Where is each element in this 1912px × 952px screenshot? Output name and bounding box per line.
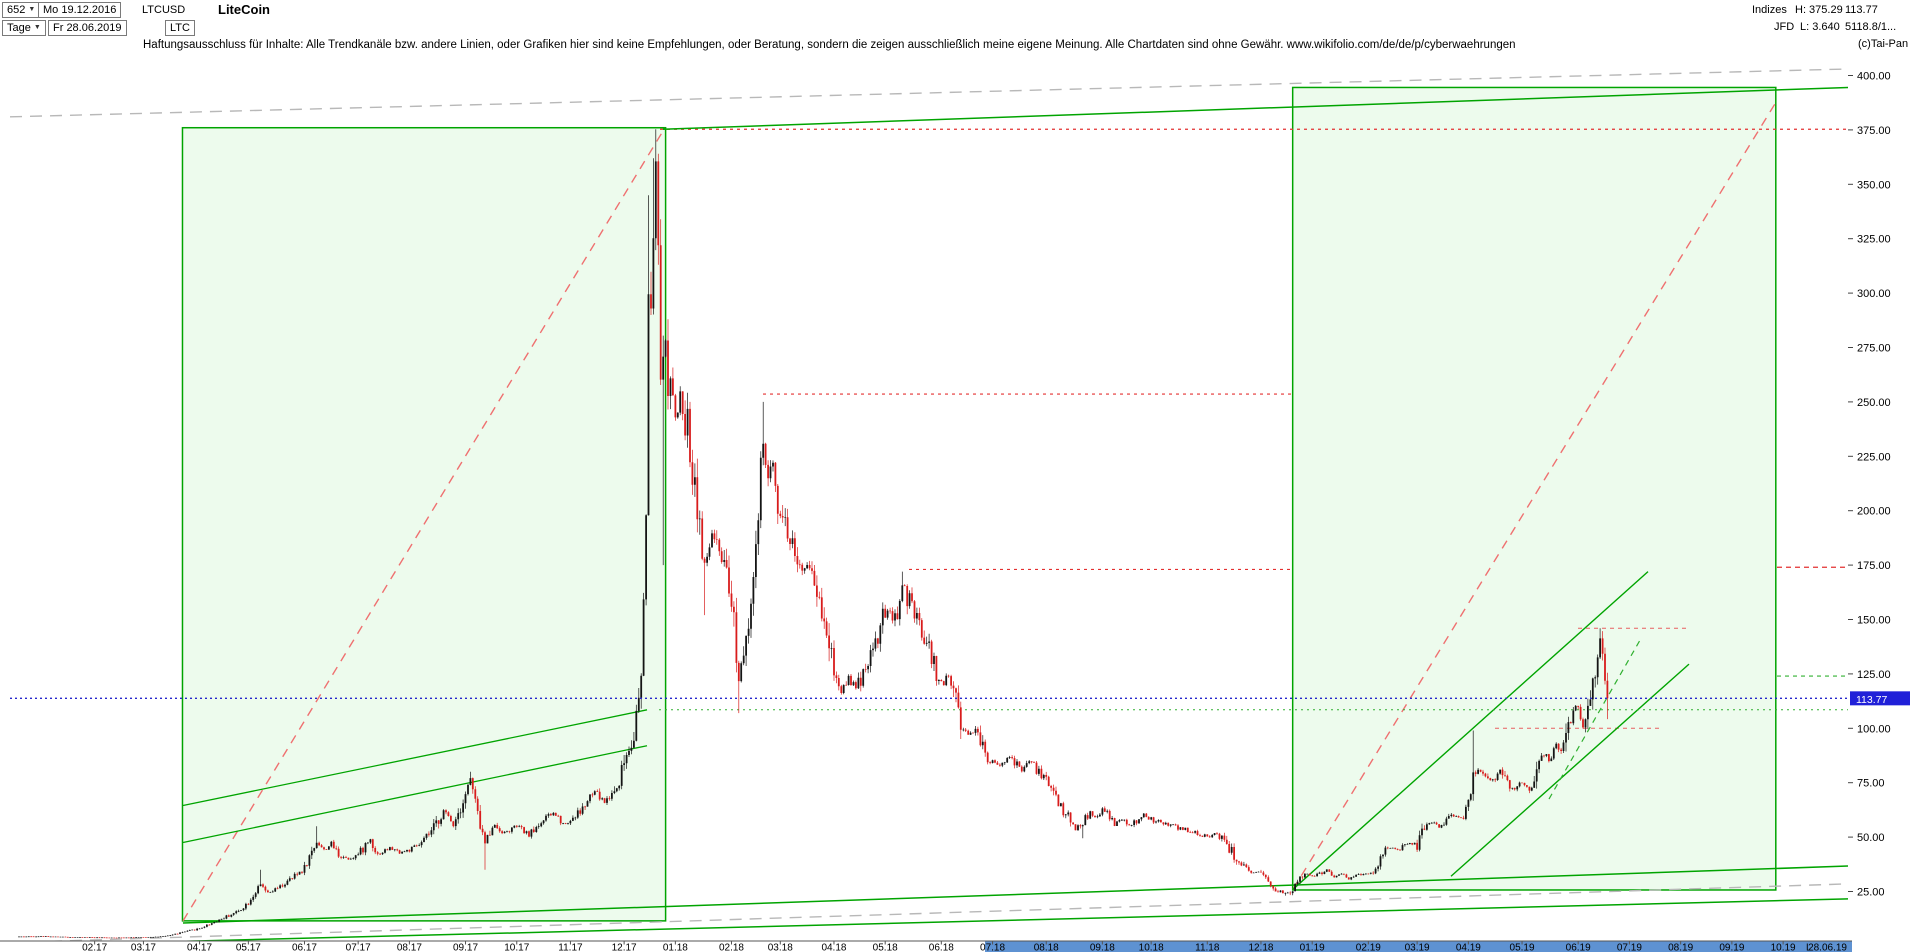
x-axis-label: 10.19: [1771, 943, 1796, 952]
green-channel-2017-upper: [182, 709, 648, 807]
x-axis-label: 09.18: [1090, 943, 1115, 952]
y-axis-label: 225.00: [1857, 451, 1891, 463]
y-axis-label: 25.00: [1857, 887, 1885, 899]
timeframe-dropdown[interactable]: Tage ▼: [2, 20, 46, 36]
chevron-down-icon: ▼: [33, 24, 41, 31]
y-axis-label: 300.00: [1857, 288, 1891, 300]
symbol-label: LTCUSD: [142, 4, 186, 16]
period-high-label: H: 375.29: [1795, 4, 1843, 16]
x-axis-label: 06.18: [929, 943, 954, 952]
last-price-text: 113.77: [1845, 4, 1878, 16]
x-axis-label: 05.19: [1510, 943, 1535, 952]
x-axis-label: 08.18: [1034, 943, 1059, 952]
ticker-field[interactable]: LTC: [165, 20, 195, 36]
x-axis-label: 02.17: [82, 943, 107, 952]
x-axis-label: 05.17: [236, 943, 261, 952]
last-bar-marker: L: [1806, 943, 1812, 952]
trend-2019-diagonal: [1292, 103, 1776, 890]
green-dash-2019: [1548, 639, 1641, 800]
green-trend-2019-b: [1450, 663, 1690, 877]
x-axis-label: 07.18: [980, 943, 1005, 952]
candles-up-bodies: [18, 161, 1601, 939]
y-axis-label: 325.00: [1857, 234, 1891, 246]
x-axis-label: 01.18: [663, 943, 688, 952]
green-support-long-2: [72, 898, 1849, 945]
x-axis-label: 03.19: [1405, 943, 1430, 952]
quote-extra-text: 5118.8/1...: [1845, 21, 1897, 33]
x-axis-label: 10.17: [504, 943, 529, 952]
x-axis-label: 08.17: [397, 943, 422, 952]
y-axis-label: 250.00: [1857, 397, 1891, 409]
timeline-selection[interactable]: [985, 941, 1852, 952]
last-price-badge-label: 113.77: [1856, 694, 1887, 706]
x-axis-label: 05.18: [873, 943, 898, 952]
rally-2019-box: [1291, 86, 1777, 891]
x-axis-area: [0, 941, 1912, 952]
x-axis-label: 07.17: [346, 943, 371, 952]
x-axis-label: 07.19: [1617, 943, 1642, 952]
data-feed-label: JFD: [1774, 21, 1795, 33]
y-axis-area: [1850, 56, 1912, 952]
candles-down-bodies: [23, 161, 1609, 939]
gray-channel-bottom: [9, 883, 1849, 944]
start-date-field[interactable]: Mo 19.12.2016: [38, 2, 122, 18]
x-axis-label: 08.19: [1668, 943, 1693, 952]
green-channel-2017-lower: [182, 745, 648, 844]
period-low-label: L: 3.640: [1800, 21, 1840, 33]
chevron-down-icon: ▼: [28, 6, 36, 13]
disclaimer-text: Haftungsausschluss für Inhalte: Alle Tre…: [143, 39, 1516, 51]
y-axis-label: 100.00: [1857, 723, 1891, 735]
y-axis-label: 400.00: [1857, 71, 1891, 83]
last-bar-date: 28.06.19: [1808, 943, 1847, 952]
green-top-connector: [662, 86, 1849, 130]
gray-channel-top: [9, 68, 1849, 118]
end-date-field[interactable]: Fr 28.06.2019: [48, 20, 127, 36]
instrument-name: LiteCoin: [218, 2, 270, 17]
x-axis-label: 04.18: [821, 943, 846, 952]
trend-2017-diagonal: [182, 127, 666, 922]
x-axis-label: 11.17: [558, 943, 583, 952]
y-axis-label: 375.00: [1857, 125, 1891, 137]
y-axis-label: 150.00: [1857, 615, 1891, 627]
x-axis-label: 02.18: [719, 943, 744, 952]
quote-group-label: Indizes: [1752, 4, 1787, 16]
x-axis-label: 12.18: [1248, 943, 1273, 952]
y-axis-label: 350.00: [1857, 179, 1891, 191]
x-axis-label: 06.19: [1566, 943, 1591, 952]
x-axis-label: 03.18: [768, 943, 793, 952]
y-axis-label: 75.00: [1857, 778, 1885, 790]
timeframe-value: Tage: [7, 22, 31, 34]
last-price-badge: [1850, 691, 1910, 706]
green-support-long-1: [182, 865, 1849, 924]
copyright-label: (c)Tai-Pan: [1858, 38, 1909, 50]
y-axis-label: 275.00: [1857, 343, 1891, 355]
bars-count-value: 652: [7, 4, 26, 16]
y-axis-label: 200.00: [1857, 506, 1891, 518]
x-axis-label: 03.17: [131, 943, 156, 952]
x-axis-label: 04.19: [1456, 943, 1481, 952]
x-axis-label: 04.17: [187, 943, 212, 952]
x-axis-label: 06.17: [292, 943, 317, 952]
y-axis-label: 125.00: [1857, 669, 1891, 681]
y-axis-label: 50.00: [1857, 832, 1885, 844]
x-axis-label: 01.19: [1300, 943, 1325, 952]
x-axis-label: 10.18: [1139, 943, 1164, 952]
x-axis-label: 02.19: [1356, 943, 1381, 952]
x-axis-label: 11.18: [1195, 943, 1220, 952]
x-axis-label: 09.17: [453, 943, 478, 952]
green-trend-2019-a: [1292, 571, 1649, 890]
y-axis-label: 175.00: [1857, 560, 1891, 572]
x-axis-label: 12.17: [612, 943, 637, 952]
x-axis-label: 09.19: [1719, 943, 1744, 952]
